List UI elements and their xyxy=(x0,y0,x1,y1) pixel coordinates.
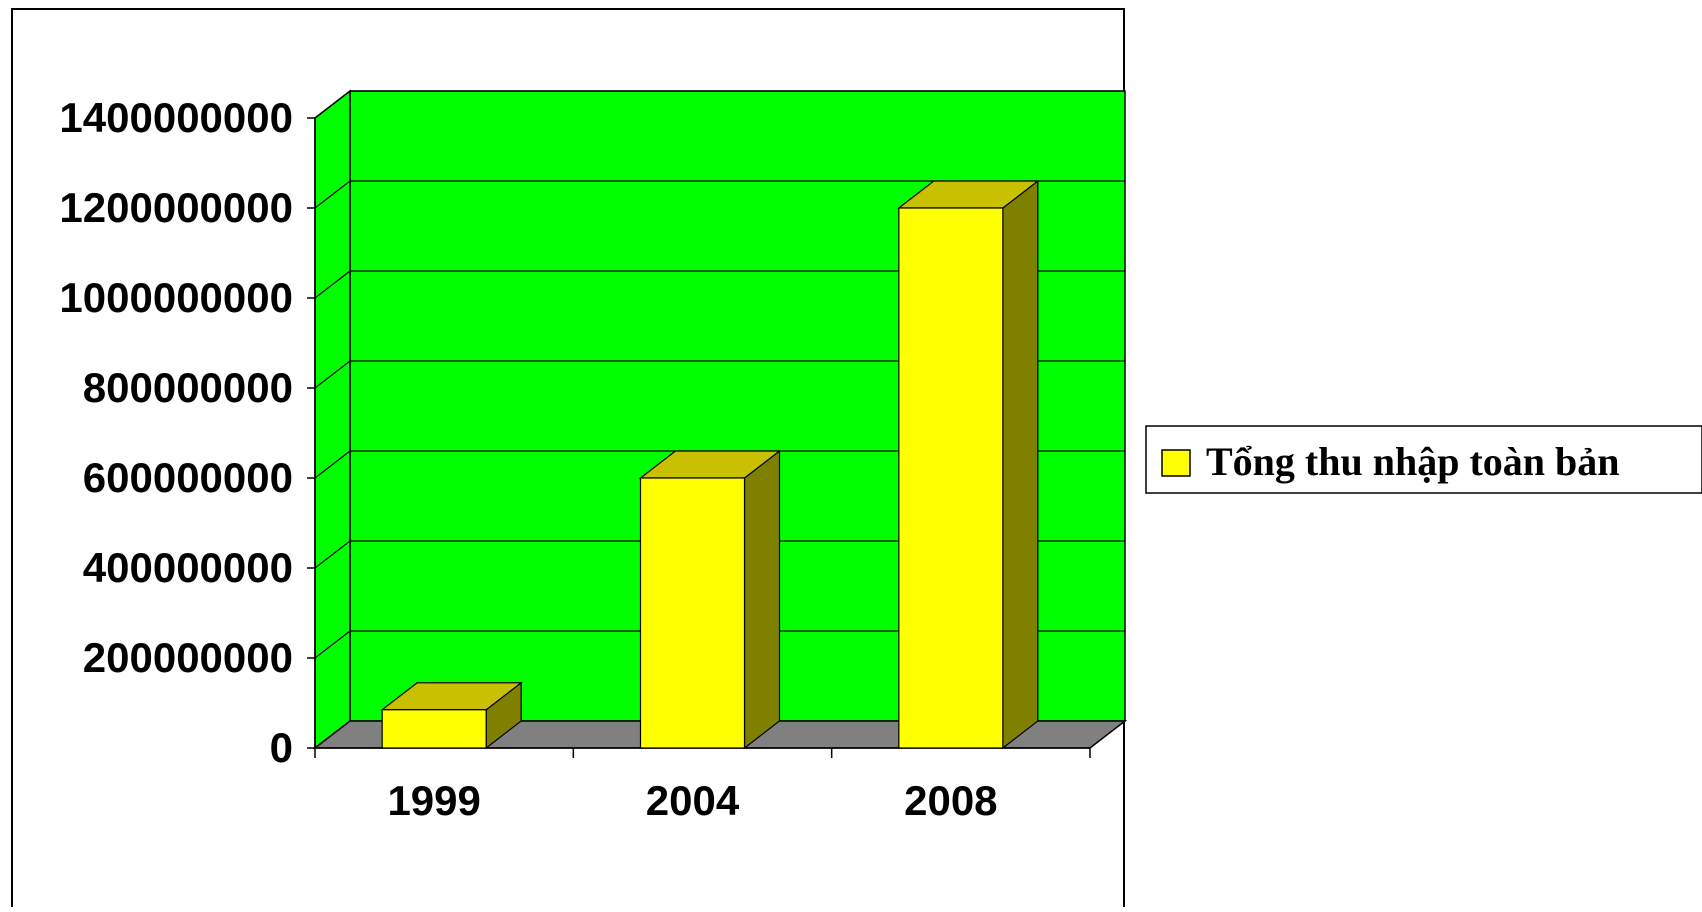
legend: Tổng thu nhập toàn bản xyxy=(1145,425,1702,494)
bar xyxy=(897,179,1040,750)
gridline xyxy=(314,180,1125,209)
y-tick-label: 1400000000 xyxy=(59,94,293,141)
gridline xyxy=(314,450,1125,479)
bar xyxy=(638,449,782,750)
gridline xyxy=(314,540,1125,569)
bar-side xyxy=(1002,179,1039,750)
x-tick-label: 2008 xyxy=(904,777,997,824)
bar-side xyxy=(743,449,781,750)
y-tick-label: 400000000 xyxy=(83,544,293,591)
legend-swatch xyxy=(1161,449,1191,477)
legend-box xyxy=(1145,425,1702,494)
gridline xyxy=(314,630,1125,659)
bar-front xyxy=(639,477,746,749)
y-tick-label: 200000000 xyxy=(83,634,293,681)
gridline xyxy=(314,360,1125,389)
x-tick-label: 2004 xyxy=(646,777,740,824)
gridline xyxy=(314,90,1125,119)
bar xyxy=(380,681,523,750)
gridline xyxy=(314,270,1125,299)
y-tick-label: 1000000000 xyxy=(59,274,293,321)
legend-label: Tổng thu nhập toàn bản xyxy=(1206,439,1620,484)
x-tick-label: 1999 xyxy=(387,777,480,824)
y-tick-label: 800000000 xyxy=(83,364,293,411)
bar-front xyxy=(898,207,1004,749)
bar-front xyxy=(381,709,487,749)
y-tick-label: 1200000000 xyxy=(59,184,293,231)
y-tick-label: 600000000 xyxy=(83,454,293,501)
side-wall xyxy=(314,89,351,750)
y-tick-label: 0 xyxy=(270,724,293,771)
